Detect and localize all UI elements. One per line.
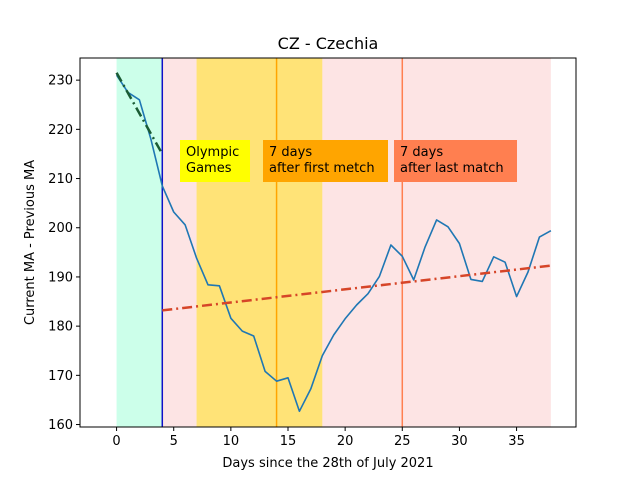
series-lines [115, 74, 552, 413]
chart-title: CZ - Czechia [278, 34, 379, 53]
y-tick-label: 190 [48, 270, 73, 285]
x-tick-label: 20 [337, 434, 354, 449]
x-tick-label: 25 [394, 434, 411, 449]
trend-lines [115, 72, 552, 312]
y-tick-label: 210 [48, 172, 73, 187]
annotation-box-2 [394, 140, 517, 182]
annotation-text-2-0: 7 days [400, 145, 443, 160]
annotation-text-0-0: Olympic [186, 145, 239, 160]
y-tick-label: 160 [48, 418, 73, 433]
span-0 [116, 58, 163, 427]
x-tick-label: 35 [508, 434, 525, 449]
series-line-0 [115, 74, 552, 413]
y-tick-label: 170 [48, 369, 73, 384]
x-tick-label: 10 [223, 434, 240, 449]
y-tick-label: 220 [48, 123, 73, 138]
annotation-box-0 [180, 140, 250, 182]
x-tick-label: 15 [280, 434, 297, 449]
span-2 [196, 58, 323, 427]
annotation-box-1 [263, 140, 388, 182]
plot-frame [79, 57, 577, 428]
vertical-markers [161, 58, 404, 427]
axes: 0 5 10 15 20 25 30 35 160 170 180 190 200 210 220 230 [48, 57, 577, 449]
y-tick-label: 230 [48, 74, 73, 89]
x-tick-label: 0 [112, 434, 120, 449]
trend-line-1 [162, 264, 552, 312]
annotation-text-1-0: 7 days [269, 145, 312, 160]
annotation-text-1-1: after first metch [269, 161, 375, 176]
x-tick-label: 5 [170, 434, 178, 449]
shaded-spans [116, 58, 551, 427]
y-axis-label: Current MA - Previous MA [23, 160, 38, 325]
annotation-text-0-1: Games [186, 161, 232, 176]
annotation-text-2-1: after last match [400, 161, 504, 176]
x-tick-label: 30 [451, 434, 468, 449]
x-axis-label: Days since the 28th of July 2021 [222, 456, 433, 471]
trend-line-0 [115, 72, 164, 155]
y-tick-label: 180 [48, 320, 73, 335]
y-tick-label: 200 [48, 221, 73, 236]
